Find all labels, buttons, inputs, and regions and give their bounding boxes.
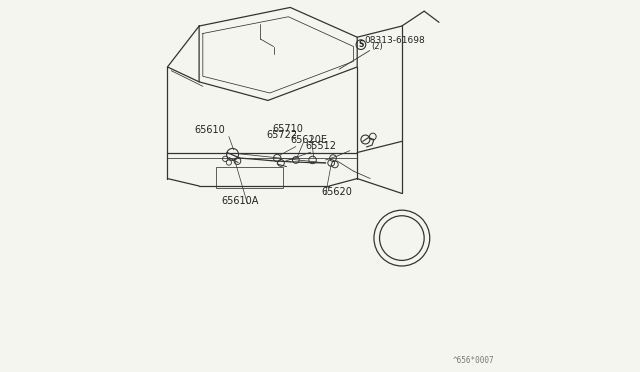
Bar <box>216 167 283 188</box>
Text: 08313-61698: 08313-61698 <box>365 36 426 45</box>
Text: 65722: 65722 <box>266 129 298 140</box>
Text: 65620: 65620 <box>322 187 353 197</box>
Text: 65620E: 65620E <box>291 135 327 145</box>
Text: 65610: 65610 <box>195 125 225 135</box>
Text: ^656*0007: ^656*0007 <box>453 356 495 365</box>
Text: 65512: 65512 <box>305 141 336 151</box>
Text: (2): (2) <box>371 42 383 51</box>
Text: 65610A: 65610A <box>221 196 259 206</box>
Text: 65710: 65710 <box>273 124 303 134</box>
Text: S: S <box>358 40 364 49</box>
